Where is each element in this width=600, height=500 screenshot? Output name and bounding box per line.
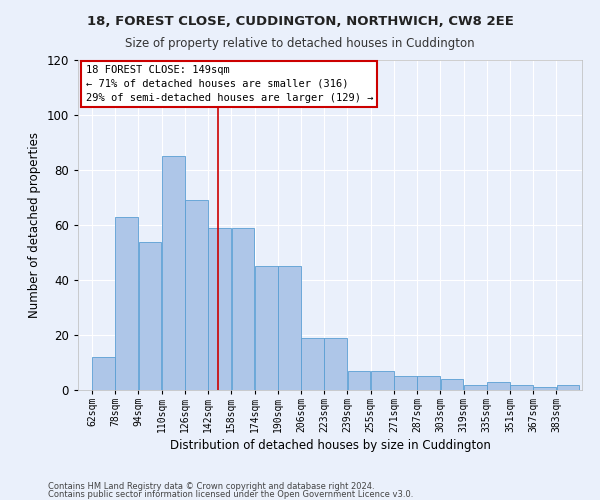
Bar xyxy=(418,376,440,390)
Bar xyxy=(208,228,231,390)
Text: Contains HM Land Registry data © Crown copyright and database right 2024.: Contains HM Land Registry data © Crown c… xyxy=(48,482,374,491)
Bar xyxy=(394,376,417,390)
Bar xyxy=(301,338,324,390)
Bar xyxy=(162,156,185,390)
Bar xyxy=(533,387,556,390)
Bar xyxy=(139,242,161,390)
Bar xyxy=(115,217,138,390)
Bar xyxy=(557,384,580,390)
Bar xyxy=(325,338,347,390)
Text: 18 FOREST CLOSE: 149sqm
← 71% of detached houses are smaller (316)
29% of semi-d: 18 FOREST CLOSE: 149sqm ← 71% of detache… xyxy=(86,65,373,103)
Text: Contains public sector information licensed under the Open Government Licence v3: Contains public sector information licen… xyxy=(48,490,413,499)
X-axis label: Distribution of detached houses by size in Cuddington: Distribution of detached houses by size … xyxy=(170,439,490,452)
Y-axis label: Number of detached properties: Number of detached properties xyxy=(28,132,41,318)
Bar xyxy=(371,371,394,390)
Bar xyxy=(347,371,370,390)
Bar xyxy=(487,382,510,390)
Text: Size of property relative to detached houses in Cuddington: Size of property relative to detached ho… xyxy=(125,38,475,51)
Bar xyxy=(185,200,208,390)
Bar xyxy=(464,384,487,390)
Bar xyxy=(278,266,301,390)
Bar xyxy=(255,266,278,390)
Bar xyxy=(92,357,115,390)
Bar xyxy=(232,228,254,390)
Text: 18, FOREST CLOSE, CUDDINGTON, NORTHWICH, CW8 2EE: 18, FOREST CLOSE, CUDDINGTON, NORTHWICH,… xyxy=(86,15,514,28)
Bar xyxy=(510,384,533,390)
Bar xyxy=(440,379,463,390)
